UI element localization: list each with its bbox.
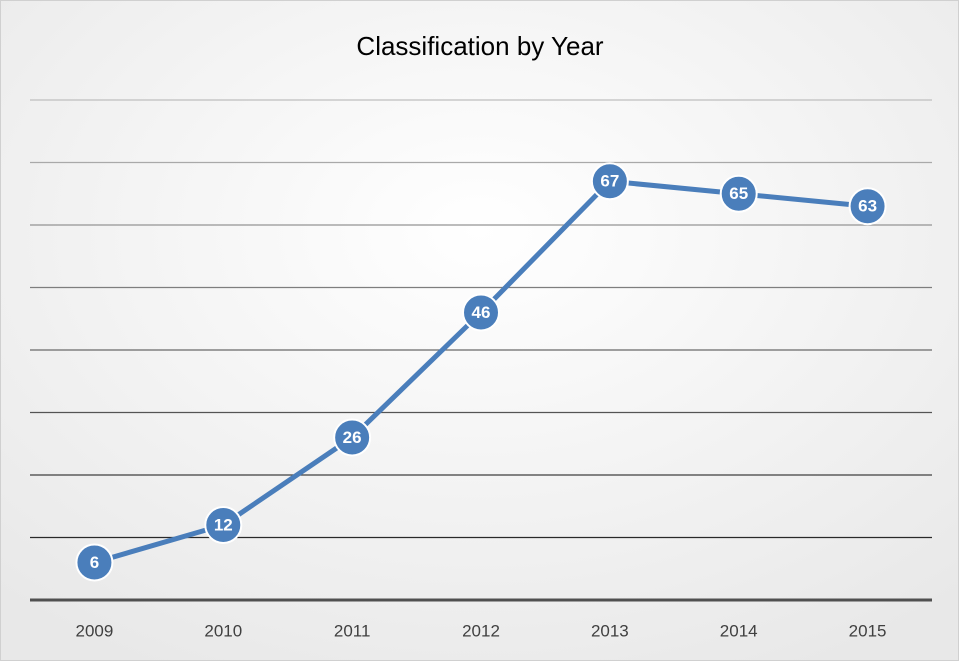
x-tick-label: 2011 (334, 621, 371, 640)
data-label: 12 (214, 515, 233, 534)
data-label: 65 (729, 184, 748, 203)
data-label: 67 (600, 172, 619, 191)
data-label: 46 (472, 303, 491, 322)
x-tick-label: 2012 (462, 621, 500, 640)
marker (590, 162, 629, 201)
x-tick-label: 2014 (720, 621, 758, 640)
x-tick-label: 2015 (849, 621, 887, 640)
marker (848, 187, 887, 226)
marker (333, 418, 372, 457)
marker (462, 293, 500, 332)
marker (204, 506, 243, 544)
x-tick-label: 2010 (204, 621, 242, 640)
x-tick-label: 2013 (591, 621, 629, 640)
data-label: 26 (343, 428, 362, 447)
data-label: 6 (90, 553, 99, 572)
marker (75, 543, 114, 582)
marker (719, 174, 758, 213)
chart-title: Classification by Year (356, 31, 603, 61)
data-label: 63 (858, 197, 877, 216)
x-tick-label: 2009 (76, 621, 114, 640)
